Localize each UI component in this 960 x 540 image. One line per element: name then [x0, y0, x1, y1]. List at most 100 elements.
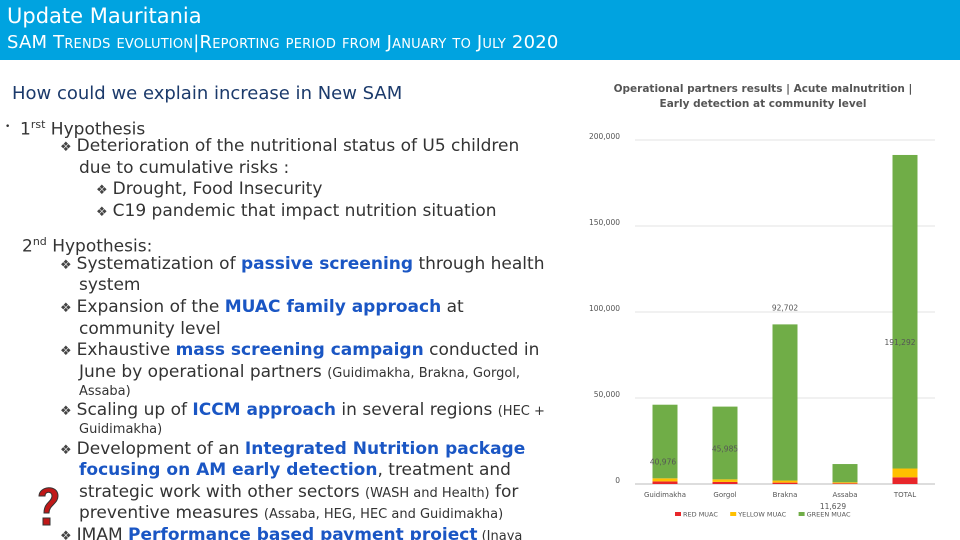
- legend-swatch: [798, 512, 805, 516]
- h2-item-3-d: June by operational partners: [79, 362, 328, 382]
- h2-item-3-regions: (Guidimakha, Brakna, Gorgol,: [327, 366, 521, 381]
- y-tick-label: 100,000: [589, 304, 620, 313]
- h2-item-1-highlight: passive screening: [240, 254, 414, 274]
- h2-item-2-cont: community level: [79, 319, 221, 339]
- diamond-bullet-icon: ❖: [60, 443, 72, 458]
- h2-item-1: ❖ Systematization of passive screening th…: [60, 254, 544, 276]
- h2-item-3: ❖ Exhaustive mass screening campaign cond…: [60, 340, 539, 362]
- question-mark-icon: [38, 487, 59, 526]
- h2-item-5-d: , treatment and: [377, 460, 511, 480]
- h2-item-5-cont3: preventive measures (Assaba, HEG, HEC an…: [79, 503, 503, 525]
- h2-item-5-a: Development of an: [76, 439, 245, 459]
- bar-red-muac: [832, 483, 858, 484]
- diamond-bullet-icon: ❖: [96, 205, 108, 220]
- bar-red-muac: [772, 482, 798, 484]
- diamond-bullet-icon: ❖: [96, 183, 108, 198]
- chart-title-line-1: Operational partners results | Acute mal…: [614, 83, 913, 95]
- h2-item-6: ❖ IMAM Performance based payment project …: [60, 525, 522, 540]
- h2-item-4: ❖ Scaling up of ICCM approach in several …: [60, 400, 545, 422]
- h2-item-2: ❖ Expansion of the MUAC family approach a…: [60, 297, 464, 319]
- diamond-bullet-icon: ❖: [60, 344, 72, 359]
- h2-item-1-cont: system: [79, 275, 141, 295]
- legend-label: GREEN MUAC: [807, 511, 851, 519]
- bar-green-muac: [832, 464, 858, 483]
- hypothesis-2-heading: 2nd Hypothesis:: [22, 232, 152, 257]
- h2-item-4-a: Scaling up of: [76, 400, 193, 420]
- h2-item-2-highlight: MUAC family approach: [224, 297, 442, 317]
- h2-item-5-g: for: [489, 482, 519, 502]
- h1-num: 1: [20, 119, 31, 140]
- bar-yellow-muac: [832, 482, 858, 484]
- h2-sup: nd: [32, 235, 47, 248]
- hypothesis-1-heading: 1rst Hypothesis: [20, 115, 145, 140]
- h2-item-5-f: (WASH and Health): [365, 486, 490, 501]
- h2-item-3-cont: June by operational partners (Guidimakha…: [79, 362, 520, 384]
- h1-text: Hypothesis: [45, 119, 146, 140]
- data-label: 40,976: [650, 458, 676, 467]
- h2-text: Hypothesis:: [46, 236, 153, 257]
- legend-swatch: [730, 512, 737, 516]
- y-tick-label: 200,000: [589, 132, 620, 141]
- h1-sup: rst: [30, 118, 46, 131]
- bar-red-muac: [892, 477, 918, 484]
- y-tick-label: 50,000: [594, 390, 620, 399]
- bar-green-muac: [652, 404, 678, 479]
- y-tick-label: 0: [615, 476, 620, 485]
- bar-yellow-muac: [892, 468, 918, 478]
- h1-item-1-text: Deterioration of the nutritional status …: [76, 136, 520, 156]
- h1-subitem-1: ❖ Drought, Food Insecurity: [96, 179, 322, 201]
- h2-item-5-highlight-2: focusing on AM early detection: [79, 460, 378, 480]
- x-tick-label: TOTAL: [893, 491, 916, 499]
- h2-item-5-e: strategic work with other sectors: [79, 482, 366, 502]
- y-tick-label: 150,000: [589, 218, 620, 227]
- h2-item-1-c: through health: [413, 254, 545, 274]
- h2-item-2-a: Expansion of the: [76, 297, 225, 317]
- h2-item-4-d: (HEC +: [497, 404, 545, 419]
- h2-item-5-cont: focusing on AM early detection, treatmen…: [79, 460, 511, 480]
- h1-subitem-1-text: Drought, Food Insecurity: [112, 179, 323, 199]
- legend-swatch: [675, 512, 681, 516]
- x-tick-label: Gorgol: [713, 491, 736, 499]
- bullet-dot: •: [5, 122, 11, 132]
- bar-red-muac: [712, 481, 738, 484]
- bar-yellow-muac: [712, 479, 738, 482]
- diamond-bullet-icon: ❖: [60, 529, 72, 540]
- h2-item-5: ❖ Development of an Integrated Nutrition …: [60, 439, 525, 461]
- x-tick-label: Guidimakha: [644, 491, 686, 499]
- h2-num: 2: [22, 236, 33, 257]
- h2-item-6-highlight: Performance based payment project: [128, 525, 478, 540]
- x-tick-label: Assaba: [832, 491, 857, 499]
- h2-item-3-a: Exhaustive: [76, 340, 176, 360]
- data-label: 45,985: [712, 445, 738, 454]
- h2-item-6-c: (Inaya: [477, 529, 523, 540]
- bar-red-muac: [652, 481, 678, 484]
- bar-yellow-muac: [652, 478, 678, 482]
- legend-label: RED MUAC: [683, 511, 718, 519]
- h2-item-6-a: IMAM: [76, 525, 129, 540]
- data-label: 11,629: [820, 502, 846, 511]
- h2-item-2-c: at: [441, 297, 464, 317]
- h2-item-4-c: in several regions: [336, 400, 498, 420]
- bar-green-muac: [712, 406, 738, 480]
- bar-yellow-muac: [772, 480, 798, 483]
- x-tick-label: Brakna: [773, 491, 798, 499]
- diamond-bullet-icon: ❖: [60, 404, 72, 419]
- diamond-bullet-icon: ❖: [60, 140, 72, 155]
- question-heading: How could we explain increase in New SAM: [12, 83, 403, 104]
- h2-item-4-cont: Guidimakha): [79, 422, 163, 437]
- bar-green-muac: [772, 324, 798, 481]
- h2-item-5-highlight: Integrated Nutrition package: [244, 439, 526, 459]
- h2-item-5-h: preventive measures: [79, 503, 264, 523]
- h2-item-5-cont2: strategic work with other sectors (WASH …: [79, 482, 518, 504]
- header-bar: Update Mauritania SAM Trends evolution|R…: [0, 0, 960, 60]
- h2-item-3-cont2: Assaba): [79, 384, 131, 399]
- h2-item-1-a: Systematization of: [76, 254, 241, 274]
- h2-item-3-highlight: mass screening campaign: [175, 340, 424, 360]
- legend-label: YELLOW MUAC: [737, 511, 786, 519]
- bar-chart: Operational partners results | Acute mal…: [589, 83, 935, 519]
- data-label: 191,292: [884, 338, 915, 347]
- bar-green-muac: [892, 154, 918, 469]
- h2-item-5-i: (Assaba, HEG, HEC and Guidimakha): [263, 507, 504, 522]
- h1-subitem-2: ❖ C19 pandemic that impact nutrition situ…: [96, 201, 497, 223]
- h2-item-4-highlight: ICCM approach: [192, 400, 337, 420]
